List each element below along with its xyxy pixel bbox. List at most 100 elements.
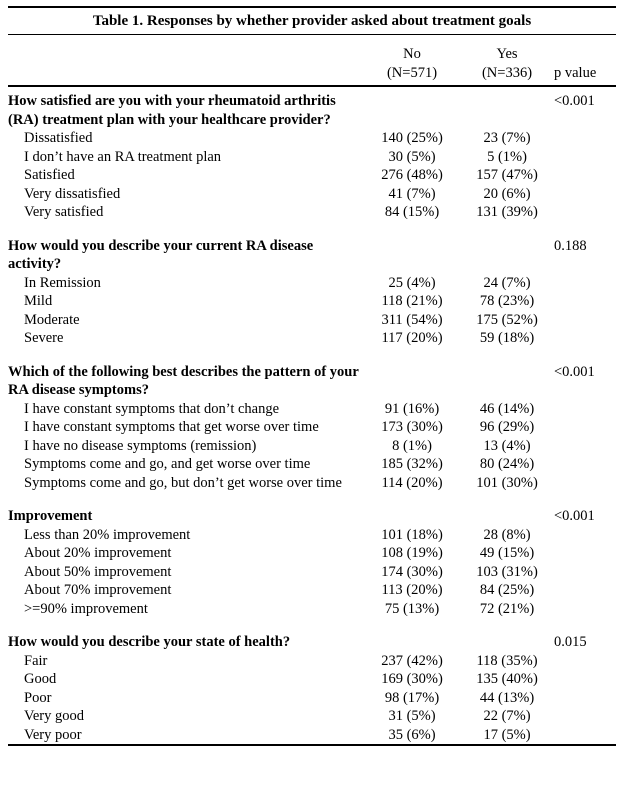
yes-count: 13 (4%): [483, 437, 531, 454]
no-count: 174 (30%): [381, 563, 443, 580]
response-label: Mild: [24, 293, 53, 309]
section-question-row: How would you describe your state of hea…: [8, 633, 616, 652]
spacer-cell: [8, 222, 616, 237]
empty-cell: [554, 185, 616, 204]
response-label: About 20% improvement: [24, 545, 172, 561]
empty-cell: [554, 292, 616, 311]
empty-cell: [554, 689, 616, 708]
response-label: Moderate: [24, 311, 80, 328]
section-question: How would you describe your state of hea…: [8, 634, 291, 650]
response-label: Symptoms come and go, and get worse over…: [24, 456, 311, 472]
header-empty: [8, 35, 364, 64]
empty-cell: [364, 86, 460, 129]
no-count: 173 (30%): [381, 419, 443, 435]
no-count: 117 (20%): [381, 330, 443, 346]
spacer-cell: [8, 618, 616, 633]
response-label: Fair: [24, 652, 48, 669]
response-row: In Remission 25 (4%) 24 (7%): [8, 274, 616, 293]
empty-cell: [554, 203, 616, 222]
header-row-group-labels: No Yes: [8, 35, 616, 64]
response-label: In Remission: [24, 274, 101, 291]
empty-cell: [554, 274, 616, 293]
empty-cell: [460, 507, 554, 526]
column-header-p-value: p value: [554, 63, 616, 87]
response-label: I don’t have an RA treatment plan: [24, 148, 222, 165]
response-label: About 70% improvement: [24, 582, 172, 598]
yes-count: 131 (39%): [476, 204, 538, 220]
no-count: 35 (6%): [388, 726, 436, 743]
response-label: >=90% improvement: [24, 600, 148, 617]
no-count: 118 (21%): [381, 293, 443, 309]
column-header-no: No: [403, 46, 421, 62]
response-row: Dissatisfied 140 (25%) 23 (7%): [8, 129, 616, 148]
yes-count: 17 (5%): [483, 726, 531, 743]
paper-page: Table 1. Responses by whether provider a…: [8, 6, 616, 746]
response-row: Mild 118 (21%) 78 (23%): [8, 292, 616, 311]
table-body: How satisfied are you with your rheumato…: [8, 86, 616, 744]
empty-cell: [554, 400, 616, 419]
section-question-row: How satisfied are you with your rheumato…: [8, 86, 616, 129]
response-label: Good: [24, 671, 57, 687]
empty-cell: [554, 563, 616, 582]
header-empty: [554, 35, 616, 64]
empty-cell: [554, 544, 616, 563]
empty-cell: [554, 129, 616, 148]
responses-table: No Yes (N=571) (N=336) p value How satis…: [8, 35, 616, 744]
response-row: I have constant symptoms that get worse …: [8, 418, 616, 437]
empty-cell: [554, 726, 616, 745]
response-row: About 20% improvement 108 (19%) 49 (15%): [8, 544, 616, 563]
no-count: 31 (5%): [388, 708, 436, 724]
empty-cell: [554, 418, 616, 437]
response-row: Fair 237 (42%) 118 (35%): [8, 652, 616, 671]
response-label: Very dissatisfied: [24, 185, 121, 202]
spacer-cell: [8, 492, 616, 507]
no-count: 237 (42%): [381, 652, 443, 669]
yes-count: 157 (47%): [476, 167, 538, 183]
yes-count: 135 (40%): [476, 671, 538, 687]
no-count: 276 (48%): [381, 167, 443, 183]
p-value: <0.001: [554, 93, 595, 109]
column-header-yes-n: (N=336): [460, 63, 554, 87]
no-count: 108 (19%): [381, 545, 443, 561]
no-count: 185 (32%): [381, 456, 443, 472]
empty-cell: [460, 86, 554, 129]
section-spacer: [8, 618, 616, 633]
yes-count: 59 (18%): [479, 330, 535, 346]
response-row: Poor 98 (17%) 44 (13%): [8, 689, 616, 708]
response-row: Very satisfied 84 (15%) 131 (39%): [8, 203, 616, 222]
no-count: 311 (54%): [381, 311, 443, 328]
p-value: 0.188: [554, 237, 587, 254]
empty-cell: [364, 507, 460, 526]
empty-cell: [554, 311, 616, 330]
yes-count: 78 (23%): [479, 293, 535, 309]
empty-cell: [460, 633, 554, 652]
empty-cell: [554, 455, 616, 474]
response-row: Very dissatisfied 41 (7%) 20 (6%): [8, 185, 616, 204]
spacer-cell: [8, 348, 616, 363]
section-question-row: Which of the following best describes th…: [8, 363, 616, 400]
yes-count: 23 (7%): [483, 130, 531, 146]
yes-count: 49 (15%): [479, 545, 535, 561]
response-label: I have no disease symptoms (remission): [24, 437, 257, 454]
section-question: How satisfied are you with your rheumato…: [8, 93, 336, 128]
section-spacer: [8, 222, 616, 237]
empty-cell: [460, 237, 554, 274]
response-label: Very poor: [24, 726, 82, 743]
response-label: About 50% improvement: [24, 563, 172, 580]
response-row: I don’t have an RA treatment plan 30 (5%)…: [8, 148, 616, 167]
yes-count: 24 (7%): [483, 274, 531, 291]
yes-count: 5 (1%): [487, 148, 527, 165]
response-row: Moderate 311 (54%) 175 (52%): [8, 311, 616, 330]
no-count: 113 (20%): [381, 582, 443, 598]
yes-count: 20 (6%): [483, 185, 531, 202]
empty-cell: [554, 600, 616, 619]
p-value: <0.001: [554, 508, 595, 524]
response-row: I have no disease symptoms (remission) 8 …: [8, 437, 616, 456]
yes-count: 84 (25%): [479, 582, 535, 598]
empty-cell: [554, 437, 616, 456]
response-row: About 70% improvement 113 (20%) 84 (25%): [8, 581, 616, 600]
response-label: Very satisfied: [24, 204, 104, 220]
no-count: 41 (7%): [388, 185, 436, 202]
empty-cell: [554, 166, 616, 185]
yes-count: 46 (14%): [479, 400, 535, 417]
